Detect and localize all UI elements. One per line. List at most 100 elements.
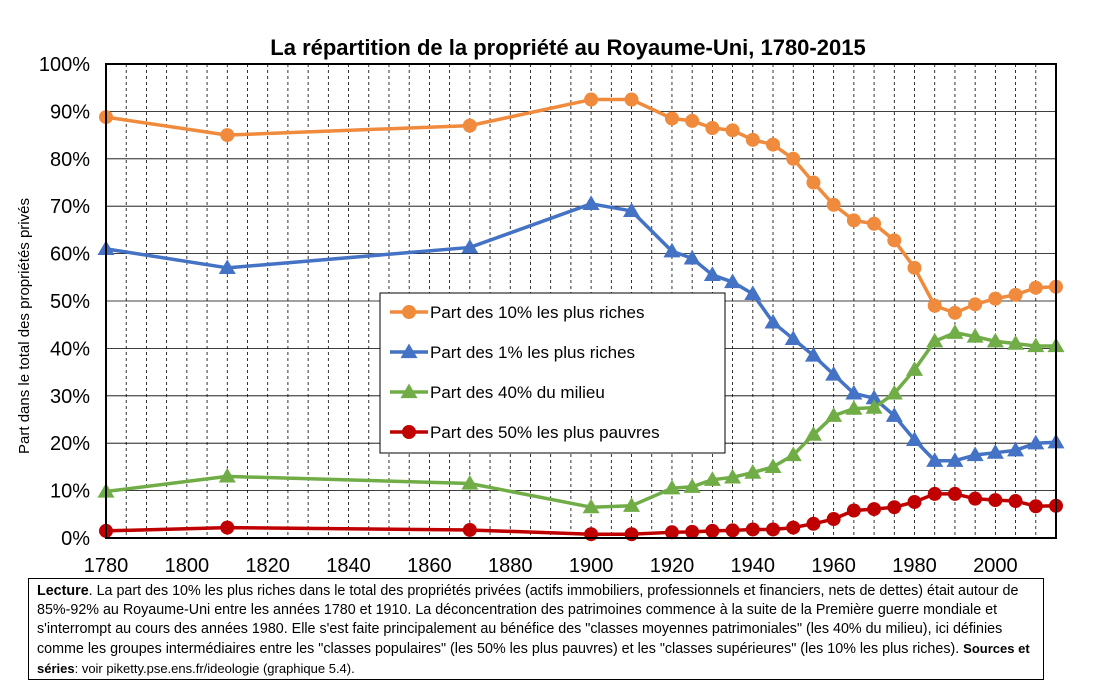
legend-swatch-marker [402, 425, 416, 439]
data-point [1027, 337, 1045, 353]
data-point [683, 478, 701, 493]
data-point [766, 137, 781, 152]
caption-box: Lecture. La part des 10% les plus riches… [28, 578, 1044, 680]
data-point [946, 452, 964, 467]
x-tick-label: 1900 [569, 555, 614, 577]
data-point [584, 527, 599, 542]
data-point [1008, 494, 1023, 509]
caption-sources-label: Sources et séries [37, 641, 1030, 676]
tick-labels: 1780 1800 1820 1840 1860 1880 1900 1920 1940 1960… [39, 54, 1018, 577]
data-point [865, 399, 883, 414]
data-point [584, 92, 599, 107]
data-point [663, 242, 681, 258]
data-point [926, 332, 944, 348]
data-point [946, 324, 964, 339]
data-point [885, 384, 903, 400]
data-point [826, 512, 841, 527]
data-point [705, 523, 720, 538]
data-point [461, 238, 479, 254]
data-point [907, 260, 922, 275]
data-point [725, 523, 740, 538]
x-tick-label: 1960 [811, 555, 856, 577]
legend-item: Part des 40% du milieu [390, 383, 605, 402]
y-tick-label: 60% [50, 244, 90, 266]
data-point [786, 520, 801, 535]
legend-label: Part des 50% les plus pauvres [430, 423, 660, 442]
caption-sources-text: : voir piketty.pse.ens.fr/ideologie (gra… [74, 661, 355, 676]
legend-label: Part des 1% les plus riches [430, 343, 635, 362]
data-point [725, 123, 740, 138]
data-point [1027, 434, 1045, 450]
x-tick-label: 1940 [731, 555, 776, 577]
legend-item: Part des 1% les plus riches [390, 343, 635, 362]
x-tick-label: 1780 [84, 555, 129, 577]
data-point [745, 132, 760, 147]
series-2 [97, 195, 1065, 467]
x-tick-label: 1980 [892, 555, 937, 577]
data-point [745, 522, 760, 537]
x-tick-label: 2000 [973, 555, 1018, 577]
data-point [220, 128, 235, 143]
data-point [664, 111, 679, 126]
data-point [724, 468, 742, 484]
data-point [218, 467, 236, 483]
plot-frame [105, 63, 1057, 539]
data-point [1028, 280, 1043, 295]
legend-swatch-marker [400, 343, 418, 359]
data-point [968, 491, 983, 506]
data-point [462, 522, 477, 537]
data-point [784, 330, 802, 346]
data-point [846, 503, 861, 518]
data-point [685, 524, 700, 539]
data-point [703, 471, 721, 486]
x-tick-label: 1840 [326, 555, 371, 577]
legend-item: Part des 50% les plus pauvres [390, 423, 660, 442]
y-tick-label: 80% [50, 149, 90, 171]
y-tick-label: 0% [61, 528, 90, 550]
data-point [744, 464, 762, 479]
data-point [845, 384, 863, 400]
data-point [806, 516, 821, 531]
data-point [907, 494, 922, 509]
legend-swatch-marker [402, 305, 416, 319]
y-tick-label: 70% [50, 196, 90, 218]
data-point [966, 446, 984, 462]
data-point [624, 527, 639, 542]
data-point [623, 497, 641, 512]
data-point [663, 479, 681, 495]
data-point [804, 347, 822, 362]
x-tick-label: 1860 [407, 555, 452, 577]
y-tick-label: 100% [39, 54, 90, 76]
data-point [825, 407, 843, 422]
chart: La répartition de la propriété au Royaum… [16, 35, 1065, 577]
data-point [947, 305, 962, 320]
y-tick-label: 40% [50, 338, 90, 360]
data-point [462, 118, 477, 133]
y-tick-label: 10% [50, 481, 90, 503]
data-point [826, 197, 841, 212]
data-point [846, 213, 861, 228]
data-point [825, 365, 843, 381]
legend-item: Part des 10% les plus riches [390, 303, 645, 322]
data-point [1007, 441, 1025, 457]
data-point [1028, 499, 1043, 514]
x-tick-label: 1820 [245, 555, 290, 577]
data-point [986, 332, 1004, 348]
data-point [906, 431, 924, 447]
data-point [806, 175, 821, 190]
data-point [220, 520, 235, 535]
data-point [218, 259, 236, 274]
caption-lecture-text: . La part des 10% les plus riches dans l… [37, 583, 1019, 657]
data-point [724, 273, 742, 289]
data-point [705, 120, 720, 135]
x-tick-label: 1880 [488, 555, 533, 577]
data-point [927, 486, 942, 501]
data-point [683, 249, 701, 265]
data-point [968, 297, 983, 312]
data-point [624, 92, 639, 107]
legend-swatch-marker [400, 383, 418, 399]
data-point [986, 444, 1004, 459]
data-point [1007, 335, 1025, 350]
data-point [582, 195, 600, 210]
data-point [867, 216, 882, 231]
